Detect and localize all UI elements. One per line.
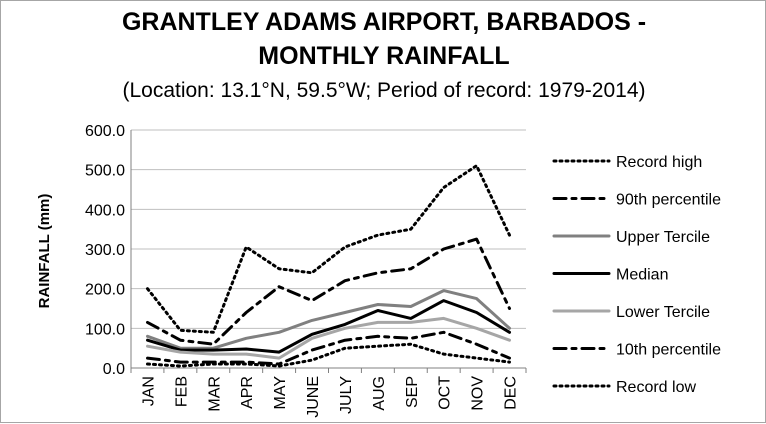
chart-subtitle: (Location: 13.1°N, 59.5°W; Period of rec…: [122, 79, 645, 102]
x-tick-label: MAY: [272, 376, 289, 410]
series-line-10th-percentile: [146, 330, 511, 366]
legend-label: 90th percentile: [616, 192, 721, 209]
y-tick-label: 200.0: [85, 282, 125, 299]
x-tick-label: SEP: [404, 376, 421, 408]
series-line-median: [146, 299, 511, 354]
x-tick-label: JULY: [338, 376, 355, 414]
x-tick-label: NOV: [470, 376, 487, 411]
series-line-90th-percentile: [146, 237, 511, 346]
y-tick-label: 500.0: [85, 163, 125, 180]
legend-label: 10th percentile: [616, 342, 721, 359]
x-tick-label: JAN: [140, 376, 157, 406]
x-tick-label: JUNE: [305, 376, 322, 418]
series-line-upper-tercile: [146, 289, 511, 350]
legend-label: Lower Tercile: [616, 304, 710, 321]
chart-title-line-2: MONTHLY RAINFALL: [258, 42, 509, 70]
legend-label: Median: [616, 267, 668, 284]
x-tick-label: FEB: [173, 376, 190, 407]
x-tick-label: DEC: [503, 376, 520, 410]
y-tick-label: 600.0: [85, 123, 125, 140]
series-line-lower-tercile: [146, 316, 511, 360]
x-tick-label: MAR: [206, 376, 223, 412]
y-tick-label: 0.0: [103, 361, 125, 378]
y-axis-label: RAINFALL (mm): [36, 194, 53, 309]
series-line-record-low: [146, 342, 511, 368]
chart-title-line-1: GRANTLEY ADAMS AIRPORT, BARBADOS -: [122, 8, 646, 36]
y-tick-label: 400.0: [85, 202, 125, 219]
x-tick-label: AUG: [371, 376, 388, 411]
legend: Record high 90th percentile Upper Tercile M…: [552, 154, 721, 396]
legend-label: Upper Tercile: [616, 229, 710, 246]
y-tick-label: 100.0: [85, 321, 125, 338]
legend-label: Record low: [616, 379, 696, 396]
legend-label: Record high: [616, 154, 702, 171]
x-tick-label: APR: [239, 376, 256, 409]
x-tick-label: OCT: [437, 376, 454, 410]
plot-area: 0.0 100.0 200.0 300.0 400.0 500.0 600.0 JAN FEB M…: [85, 123, 527, 418]
y-tick-label: 300.0: [85, 242, 125, 259]
series-line-record-high: [146, 164, 511, 334]
